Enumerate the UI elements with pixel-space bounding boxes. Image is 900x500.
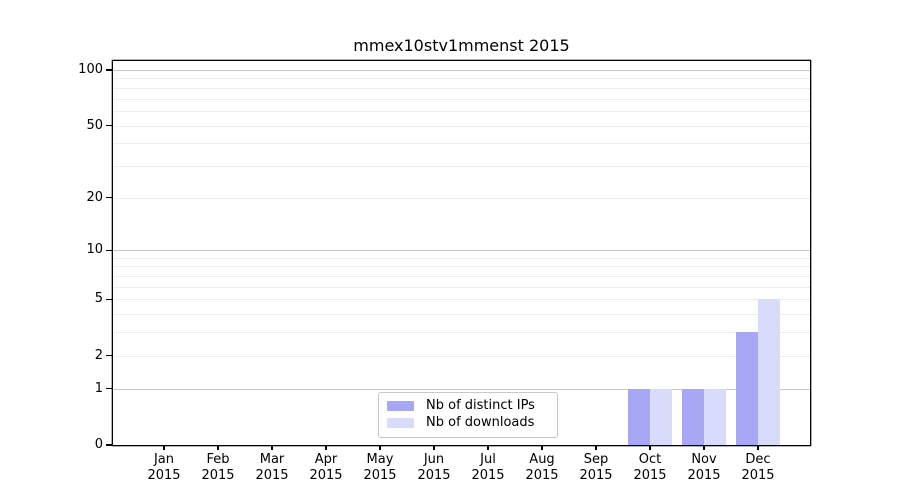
minor-gridline <box>113 286 810 288</box>
x-tick-mark <box>703 445 705 450</box>
minor-gridline <box>113 299 810 301</box>
minor-gridline <box>113 257 810 259</box>
x-tick-label: Sep 2015 <box>569 452 623 483</box>
legend: Nb of distinct IPs Nb of downloads <box>378 392 558 438</box>
x-tick-mark <box>541 445 543 450</box>
minor-gridline <box>113 355 810 357</box>
month-label: May <box>366 452 394 467</box>
x-tick-label: Jan 2015 <box>137 452 191 483</box>
y-tick-mark <box>106 124 113 127</box>
legend-swatch-distinct-ips <box>387 400 414 411</box>
legend-label: Nb of downloads <box>426 415 535 430</box>
month-label: Nov <box>691 452 717 467</box>
legend-row: Nb of distinct IPs <box>387 397 557 414</box>
year-label: 2015 <box>201 467 235 483</box>
x-tick-label: Feb 2015 <box>191 452 245 483</box>
y-tick-label: 10 <box>86 242 103 258</box>
minor-gridline <box>113 125 810 127</box>
bar-downloads <box>650 388 672 445</box>
legend-swatch-downloads <box>387 417 414 428</box>
y-tick-label: 2 <box>94 347 103 363</box>
x-tick-mark <box>271 445 273 450</box>
x-tick-label: Apr 2015 <box>299 452 353 483</box>
x-tick-label: Mar 2015 <box>245 452 299 483</box>
year-label: 2015 <box>147 467 181 483</box>
y-tick-label: 0 <box>94 437 103 452</box>
minor-gridline <box>113 332 810 334</box>
year-label: 2015 <box>741 467 775 483</box>
y-tick-label: 1 <box>94 380 103 396</box>
month-label: Jan <box>153 452 175 467</box>
month-label: Aug <box>529 452 555 467</box>
x-tick-label: Nov 2015 <box>677 452 731 483</box>
y-tick-label: 100 <box>78 62 103 77</box>
x-tick-mark <box>379 445 381 450</box>
year-label: 2015 <box>633 467 667 483</box>
month-label: Oct <box>638 452 662 467</box>
month-label: Sep <box>583 452 609 467</box>
bar-downloads <box>704 388 726 445</box>
legend-label: Nb of distinct IPs <box>426 398 535 413</box>
y-tick-mark <box>106 444 113 446</box>
year-label: 2015 <box>579 467 613 483</box>
x-tick-mark <box>595 445 597 450</box>
x-tick-mark <box>757 445 759 450</box>
year-label: 2015 <box>363 467 397 483</box>
major-gridline <box>113 388 810 390</box>
minor-gridline <box>113 266 810 268</box>
y-tick-mark <box>106 388 113 390</box>
y-tick-mark <box>106 197 113 199</box>
bar-distinct-ips <box>628 388 650 445</box>
y-tick-mark <box>106 249 113 251</box>
x-tick-mark <box>325 445 327 450</box>
x-tick-mark <box>487 445 489 450</box>
year-label: 2015 <box>525 467 559 483</box>
bar-distinct-ips <box>736 332 758 445</box>
y-tick-label: 20 <box>86 189 103 205</box>
major-gridline <box>113 250 810 252</box>
x-tick-mark <box>163 445 165 450</box>
year-label: 2015 <box>309 467 343 483</box>
y-tick-mark <box>106 355 113 357</box>
year-label: 2015 <box>417 467 451 483</box>
bar-downloads <box>758 299 780 445</box>
minor-gridline <box>113 197 810 199</box>
x-tick-label: Oct 2015 <box>623 452 677 483</box>
chart-title: mmex10stv1mmenst 2015 <box>353 36 570 55</box>
minor-gridline <box>113 276 810 278</box>
plot-area <box>113 61 810 445</box>
bar-distinct-ips <box>682 388 704 445</box>
month-label: Jul <box>480 452 496 467</box>
minor-gridline <box>113 165 810 167</box>
x-tick-label: Jul 2015 <box>461 452 515 483</box>
month-label: Feb <box>206 452 230 467</box>
minor-gridline <box>113 98 810 100</box>
x-tick-label: Dec 2015 <box>731 452 785 483</box>
minor-gridline <box>113 110 810 112</box>
x-tick-mark <box>433 445 435 450</box>
month-label: Apr <box>314 452 338 467</box>
y-tick-mark <box>106 298 113 300</box>
minor-gridline <box>113 87 810 89</box>
x-tick-mark <box>217 445 219 450</box>
y-tick-label: 50 <box>86 117 103 133</box>
x-tick-label: Aug 2015 <box>515 452 569 483</box>
minor-gridline <box>113 78 810 80</box>
month-label: Dec <box>745 452 771 467</box>
y-tick-label: 5 <box>94 291 103 307</box>
x-tick-label: Jun 2015 <box>407 452 461 483</box>
month-label: Jun <box>423 452 445 467</box>
x-tick-label: May 2015 <box>353 452 407 483</box>
minor-gridline <box>113 314 810 316</box>
month-label: Mar <box>259 452 285 467</box>
year-label: 2015 <box>255 467 289 483</box>
y-tick-mark <box>106 69 113 71</box>
legend-row: Nb of downloads <box>387 414 557 431</box>
year-label: 2015 <box>471 467 505 483</box>
minor-gridline <box>113 143 810 145</box>
year-label: 2015 <box>687 467 721 483</box>
x-tick-mark <box>649 445 651 450</box>
major-gridline <box>113 70 810 71</box>
